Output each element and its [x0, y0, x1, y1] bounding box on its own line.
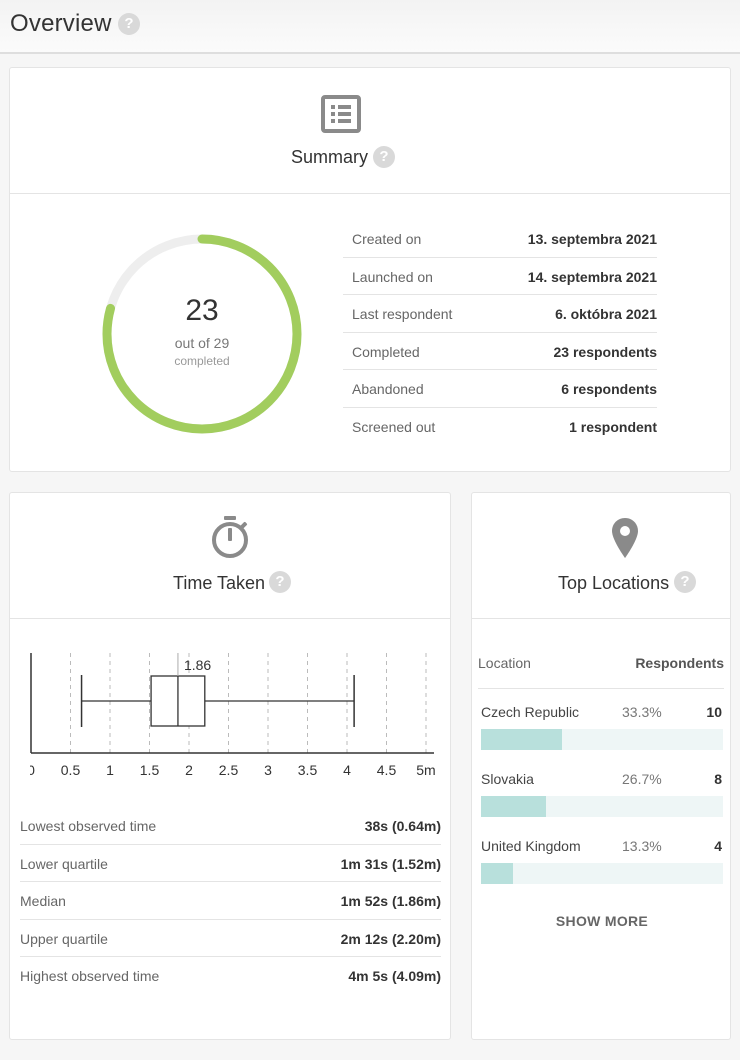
location-row: Slovakia 26.7% 8	[481, 771, 723, 827]
x-tick-label: 4.5	[377, 762, 397, 778]
location-count: 4	[714, 838, 722, 854]
x-tick-label: 0	[30, 762, 35, 778]
x-tick-label: 3.5	[298, 762, 318, 778]
location-bar-fill	[481, 729, 562, 750]
x-tick-label: 1.5	[140, 762, 160, 778]
summary-title: Summary	[291, 147, 369, 167]
time-stat-label: Median	[20, 893, 66, 910]
time-stat-value: 38s (0.64m)	[364, 818, 441, 834]
x-tick-label: 4	[343, 762, 351, 778]
show-more-button[interactable]: SHOW MORE	[512, 903, 692, 939]
x-tick-label: 3	[264, 762, 272, 778]
time-taken-card-header: Time Taken ?	[10, 493, 450, 619]
help-icon[interactable]: ?	[373, 146, 395, 168]
x-tick-label: 1	[106, 762, 114, 778]
page-title: Overview	[10, 10, 112, 37]
stat-value: 23 respondents	[553, 343, 657, 360]
x-tick-label: 0.5	[61, 762, 81, 778]
summary-stats-list: Created on 13. septembra 2021 Launched o…	[343, 220, 657, 446]
location-bar-track	[481, 729, 723, 750]
time-stat-row-median: Median 1m 52s (1.86m)	[20, 882, 441, 920]
completed-out-of: out of 29	[174, 335, 230, 351]
time-stat-value: 1m 31s (1.52m)	[340, 855, 441, 872]
location-percent: 26.7%	[622, 771, 662, 787]
location-name: Czech Republic	[481, 704, 580, 720]
location-column-header: Location	[478, 655, 531, 671]
x-tick-label: 2	[185, 762, 193, 778]
location-pin-icon	[612, 518, 638, 558]
stat-value: 6 respondents	[561, 381, 657, 398]
x-tick-label: 5m	[416, 762, 435, 778]
stat-label: Created on	[352, 231, 422, 247]
time-stat-row-lowest: Lowest observed time 38s (0.64m)	[20, 807, 441, 845]
location-count: 8	[714, 771, 722, 787]
time-stats-list: Lowest observed time 38s (0.64m) Lower q…	[20, 807, 441, 995]
top-locations-card-header: Top Locations ?	[472, 493, 730, 619]
location-bar-track	[481, 796, 723, 817]
time-stat-row-lower-quartile: Lower quartile 1m 31s (1.52m)	[20, 845, 441, 883]
location-bar-track	[481, 863, 723, 884]
completion-ring-progress	[102, 234, 302, 434]
completed-count: 23	[185, 294, 219, 327]
time-stat-label: Highest observed time	[20, 968, 160, 985]
location-percent: 13.3%	[622, 838, 662, 854]
x-tick-label: 2.5	[219, 762, 239, 778]
page-header: Overview ?	[0, 0, 740, 54]
time-stat-value: 1m 52s (1.86m)	[340, 893, 441, 910]
time-stat-label: Upper quartile	[20, 930, 108, 947]
stat-value: 1 respondent	[569, 418, 657, 435]
time-stat-value: 2m 12s (2.20m)	[340, 930, 441, 947]
location-name: Slovakia	[481, 771, 534, 787]
stat-row-launched: Launched on 14. septembra 2021	[343, 258, 657, 296]
location-count: 10	[706, 704, 722, 720]
stat-row-last-respondent: Last respondent 6. októbra 2021	[343, 295, 657, 333]
top-locations-title: Top Locations	[558, 573, 670, 593]
time-taken-title: Time Taken	[173, 573, 266, 593]
time-taken-boxplot: 0 0.5 1 1.5 2 2.5 3 3.5 4 4.5 5m 1.86	[30, 653, 436, 778]
location-row: United Kingdom 13.3% 4	[481, 838, 723, 894]
stat-label: Abandoned	[352, 381, 424, 398]
stat-row-screened-out: Screened out 1 respondent	[343, 408, 657, 446]
time-stat-row-highest: Highest observed time 4m 5s (4.09m)	[20, 957, 441, 995]
help-icon[interactable]: ?	[674, 571, 696, 593]
stat-row-abandoned: Abandoned 6 respondents	[343, 370, 657, 408]
completion-ring-chart	[102, 234, 302, 434]
location-name: United Kingdom	[481, 838, 581, 854]
location-bar-fill	[481, 863, 514, 884]
stat-label: Launched on	[352, 268, 433, 285]
stat-value: 14. septembra 2021	[527, 268, 657, 285]
time-stat-label: Lower quartile	[20, 855, 108, 872]
stat-label: Last respondent	[352, 306, 453, 323]
time-taken-card: Time Taken ? 0 0.5 1 1.5 2 2.5 3 3.5 4 4.5 5m 1.86 …	[9, 492, 451, 1040]
summary-card: Summary ? 23 out of 29 completed Created…	[9, 67, 731, 472]
location-percent: 33.3%	[622, 704, 662, 720]
location-row: Czech Republic 33.3% 10	[481, 704, 723, 760]
time-stat-label: Lowest observed time	[20, 818, 157, 834]
location-bar-fill	[481, 796, 546, 817]
respondents-column-header: Respondents	[635, 655, 724, 671]
top-locations-card: Top Locations ? Location Respondents Cze…	[471, 492, 731, 1040]
help-icon[interactable]: ?	[269, 571, 291, 593]
locations-table-header: Location Respondents	[478, 643, 724, 689]
stat-value: 13. septembra 2021	[527, 231, 657, 247]
completed-label: completed	[174, 354, 230, 368]
stat-row-created: Created on 13. septembra 2021	[343, 220, 657, 258]
median-label: 1.86	[184, 657, 211, 673]
stat-row-completed: Completed 23 respondents	[343, 333, 657, 371]
stopwatch-icon	[212, 516, 248, 558]
help-icon[interactable]: ?	[118, 13, 140, 35]
stat-value: 6. októbra 2021	[555, 306, 657, 323]
time-stat-row-upper-quartile: Upper quartile 2m 12s (2.20m)	[20, 920, 441, 958]
time-stat-value: 4m 5s (4.09m)	[348, 968, 441, 985]
list-document-icon	[321, 95, 361, 133]
stat-label: Screened out	[352, 418, 436, 435]
summary-card-header: Summary ?	[10, 68, 730, 194]
stat-label: Completed	[352, 343, 420, 360]
